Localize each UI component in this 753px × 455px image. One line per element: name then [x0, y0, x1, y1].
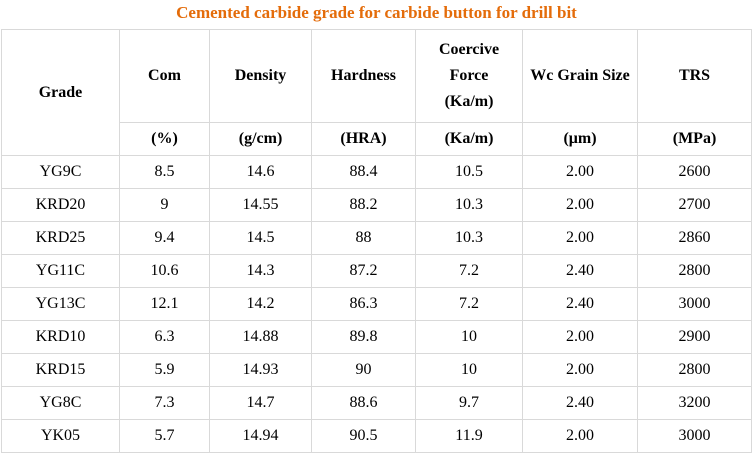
cell-com: 9.4	[119, 221, 210, 255]
cell-hardness: 90.5	[311, 419, 416, 453]
cell-grade: KRD15	[1, 353, 120, 387]
cell-grain: 2.00	[522, 353, 638, 387]
cell-coercive: 7.2	[415, 254, 523, 288]
cell-coercive: 10.3	[415, 221, 523, 255]
cell-grain: 2.00	[522, 221, 638, 255]
cell-density: 14.94	[209, 419, 312, 453]
table-row: YG8C 7.3 14.7 88.6 9.7 2.40 3200	[1, 386, 752, 420]
cell-trs: 3200	[637, 386, 752, 420]
cell-density: 14.55	[209, 188, 312, 222]
table-row: KRD15 5.9 14.93 90 10 2.00 2800	[1, 353, 752, 387]
cell-grade: KRD25	[1, 221, 120, 255]
cell-com: 12.1	[119, 287, 210, 321]
cell-grain: 2.40	[522, 386, 638, 420]
unit-coercive: (Ka/m)	[415, 122, 523, 156]
cell-grain: 2.40	[522, 254, 638, 288]
cell-coercive: 10	[415, 353, 523, 387]
cell-grade: YG8C	[1, 386, 120, 420]
cell-hardness: 88.6	[311, 386, 416, 420]
cell-com: 10.6	[119, 254, 210, 288]
cell-grain: 2.40	[522, 287, 638, 321]
cell-com: 9	[119, 188, 210, 222]
cell-trs: 3000	[637, 287, 752, 321]
cell-trs: 2600	[637, 155, 752, 189]
header-com: Com	[119, 29, 210, 123]
cell-density: 14.6	[209, 155, 312, 189]
cell-grade: YG11C	[1, 254, 120, 288]
cell-grain: 2.00	[522, 188, 638, 222]
cell-com: 6.3	[119, 320, 210, 354]
cell-density: 14.88	[209, 320, 312, 354]
cell-trs: 2700	[637, 188, 752, 222]
unit-com: (%)	[119, 122, 210, 156]
cell-coercive: 11.9	[415, 419, 523, 453]
cell-coercive: 10.3	[415, 188, 523, 222]
units-row: (%) (g/cm) (HRA) (Ka/m) (μm) (MPa)	[2, 122, 752, 156]
cell-hardness: 90	[311, 353, 416, 387]
table-row: YG11C 10.6 14.3 87.2 7.2 2.40 2800	[1, 254, 752, 288]
cell-com: 5.7	[119, 419, 210, 453]
cell-grain: 2.00	[522, 320, 638, 354]
page-title: Cemented carbide grade for carbide butto…	[176, 3, 577, 22]
cell-grade: YG13C	[1, 287, 120, 321]
carbide-grade-table: Grade Com Density Hardness Coercive Forc…	[1, 29, 752, 453]
header-row: Grade Com Density Hardness Coercive Forc…	[1, 29, 752, 156]
cell-coercive: 10	[415, 320, 523, 354]
cell-hardness: 88	[311, 221, 416, 255]
table-row: KRD25 9.4 14.5 88 10.3 2.00 2860	[1, 221, 752, 255]
unit-hardness: (HRA)	[311, 122, 416, 156]
cell-trs: 2900	[637, 320, 752, 354]
cell-density: 14.2	[209, 287, 312, 321]
cell-grade: KRD20	[1, 188, 120, 222]
header-coercive-line3: (Ka/m)	[444, 93, 494, 110]
header-trs: TRS	[637, 29, 752, 123]
cell-grade: KRD10	[1, 320, 120, 354]
cell-trs: 2800	[637, 353, 752, 387]
cell-grade: YG9C	[1, 155, 120, 189]
table-row: KRD10 6.3 14.88 89.8 10 2.00 2900	[1, 320, 752, 354]
table-row: YG9C 8.5 14.6 88.4 10.5 2.00 2600	[1, 155, 752, 189]
cell-com: 7.3	[119, 386, 210, 420]
cell-hardness: 86.3	[311, 287, 416, 321]
header-coercive-line1: Coercive	[438, 41, 500, 58]
cell-density: 14.93	[209, 353, 312, 387]
cell-hardness: 88.2	[311, 188, 416, 222]
cell-coercive: 10.5	[415, 155, 523, 189]
header-grade: Grade	[1, 29, 120, 156]
header-density: Density	[209, 29, 312, 123]
unit-grain: (μm)	[522, 122, 638, 156]
cell-trs: 2800	[637, 254, 752, 288]
cell-density: 14.3	[209, 254, 312, 288]
cell-grain: 2.00	[522, 419, 638, 453]
cell-trs: 3000	[637, 419, 752, 453]
header-hardness: Hardness	[311, 29, 416, 123]
cell-density: 14.5	[209, 221, 312, 255]
table-row: YG13C 12.1 14.2 86.3 7.2 2.40 3000	[1, 287, 752, 321]
table-body: YG9C 8.5 14.6 88.4 10.5 2.00 2600 KRD20 9 14.55 88…	[1, 155, 752, 453]
cell-grade: YK05	[1, 419, 120, 453]
cell-coercive: 9.7	[415, 386, 523, 420]
header-grain-size: Wc Grain Size	[522, 29, 638, 123]
cell-hardness: 89.8	[311, 320, 416, 354]
unit-density: (g/cm)	[209, 122, 312, 156]
cell-hardness: 87.2	[311, 254, 416, 288]
cell-density: 14.7	[209, 386, 312, 420]
cell-hardness: 88.4	[311, 155, 416, 189]
table-row: KRD20 9 14.55 88.2 10.3 2.00 2700	[1, 188, 752, 222]
cell-com: 8.5	[119, 155, 210, 189]
cell-coercive: 7.2	[415, 287, 523, 321]
table-row: YK05 5.7 14.94 90.5 11.9 2.00 3000	[1, 419, 752, 453]
cell-com: 5.9	[119, 353, 210, 387]
header-coercive-force: Coercive Force (Ka/m)	[415, 29, 523, 123]
cell-trs: 2860	[637, 221, 752, 255]
cell-grain: 2.00	[522, 155, 638, 189]
header-coercive-line2: Force	[449, 67, 489, 84]
unit-trs: (MPa)	[637, 122, 752, 156]
